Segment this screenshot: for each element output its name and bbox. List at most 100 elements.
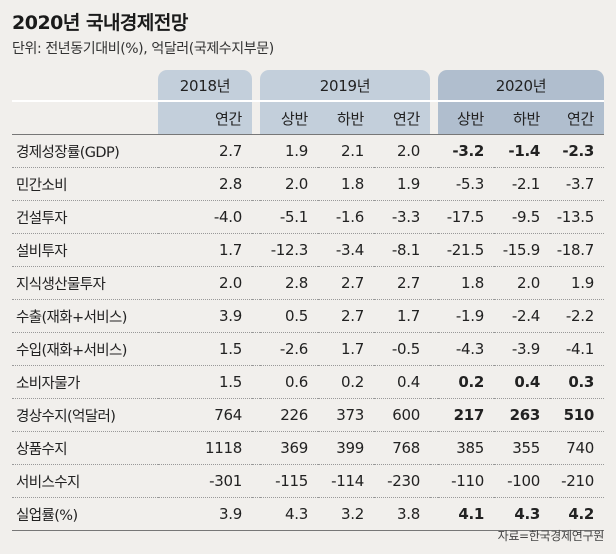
value-cell: -2.2 [550, 299, 604, 333]
table-row: 민간소비 2.8 2.0 1.8 1.9 -5.3 -2.1 -3.7 [12, 167, 604, 201]
value-cell: 768 [374, 431, 430, 465]
period-header: 하반 [318, 100, 374, 135]
value-cell: 3.9 [158, 497, 252, 531]
value-cell: 217 [438, 398, 494, 432]
value-cell: 1.9 [260, 134, 318, 168]
table-row: 건설투자 -4.0 -5.1 -1.6 -3.3 -17.5 -9.5 -13.5 [12, 200, 604, 234]
row-label: 경상수지(억달러) [12, 398, 158, 432]
value-cell: -4.3 [438, 332, 494, 366]
value-cell: -3.3 [374, 200, 430, 234]
value-cell: 2.0 [374, 134, 430, 168]
value-cell: 4.3 [494, 497, 550, 531]
year-2019-header: 2019년 [260, 70, 430, 101]
row-label: 실업률(%) [12, 497, 158, 531]
value-cell: 1.5 [158, 332, 252, 366]
value-cell: -0.5 [374, 332, 430, 366]
value-cell: -210 [550, 464, 604, 498]
value-cell: -15.9 [494, 233, 550, 267]
value-cell: 4.3 [260, 497, 318, 531]
value-cell: 1.9 [550, 266, 604, 300]
period-header: 상반 [438, 100, 494, 135]
row-label: 수출(재화+서비스) [12, 299, 158, 333]
value-cell: 2.8 [260, 266, 318, 300]
table-body: 경제성장률(GDP) 2.7 1.9 2.1 2.0 -3.2 -1.4 -2.3 민간소비 2.… [12, 134, 604, 531]
period-header: 하반 [494, 100, 550, 135]
value-cell: 600 [374, 398, 430, 432]
period-header-row: 연간 상반 하반 연간 상반 하반 연간 [12, 100, 604, 135]
table-row: 수입(재화+서비스) 1.5 -2.6 1.7 -0.5 -4.3 -3.9 -4.1 [12, 332, 604, 366]
page-title: 2020년 국내경제전망 [12, 12, 188, 34]
source-note: 자료=한국경제연구원 [497, 529, 605, 543]
row-label: 서비스수지 [12, 464, 158, 498]
value-cell: 2.0 [158, 266, 252, 300]
value-cell: 0.4 [494, 365, 550, 399]
value-cell: 2.8 [158, 167, 252, 201]
value-cell: 2.0 [260, 167, 318, 201]
value-cell: -2.6 [260, 332, 318, 366]
value-cell: -18.7 [550, 233, 604, 267]
value-cell: -230 [374, 464, 430, 498]
value-cell: 1.7 [158, 233, 252, 267]
table-row: 지식생산물투자 2.0 2.8 2.7 2.7 1.8 2.0 1.9 [12, 266, 604, 300]
row-label: 수입(재화+서비스) [12, 332, 158, 366]
unit-note: 단위: 전년동기대비(%), 억달러(국제수지부문) [12, 41, 274, 57]
value-cell: 369 [260, 431, 318, 465]
year-2018-header: 2018년 [158, 70, 252, 101]
table-row: 설비투자 1.7 -12.3 -3.4 -8.1 -21.5 -15.9 -18.7 [12, 233, 604, 267]
row-label: 상품수지 [12, 431, 158, 465]
value-cell: 355 [494, 431, 550, 465]
value-cell: 1.8 [438, 266, 494, 300]
value-cell: -17.5 [438, 200, 494, 234]
value-cell: 1.8 [318, 167, 374, 201]
row-label: 소비자물가 [12, 365, 158, 399]
value-cell: -3.2 [438, 134, 494, 168]
value-cell: -5.1 [260, 200, 318, 234]
table-row: 서비스수지 -301 -115 -114 -230 -110 -100 -210 [12, 464, 604, 498]
value-cell: 2.1 [318, 134, 374, 168]
table-row: 상품수지 1118 369 399 768 385 355 740 [12, 431, 604, 465]
value-cell: -9.5 [494, 200, 550, 234]
value-cell: -1.9 [438, 299, 494, 333]
value-cell: 1.9 [374, 167, 430, 201]
value-cell: 510 [550, 398, 604, 432]
value-cell: 1.5 [158, 365, 252, 399]
value-cell: 1118 [158, 431, 252, 465]
value-cell: -100 [494, 464, 550, 498]
value-cell: 3.8 [374, 497, 430, 531]
row-label: 설비투자 [12, 233, 158, 267]
value-cell: -301 [158, 464, 252, 498]
value-cell: -2.4 [494, 299, 550, 333]
value-cell: -2.1 [494, 167, 550, 201]
value-cell: -1.4 [494, 134, 550, 168]
value-cell: 1.7 [318, 332, 374, 366]
row-label: 경제성장률(GDP) [12, 134, 158, 168]
period-header: 연간 [158, 100, 252, 135]
table-row: 소비자물가 1.5 0.6 0.2 0.4 0.2 0.4 0.3 [12, 365, 604, 399]
value-cell: -110 [438, 464, 494, 498]
table-row: 경상수지(억달러) 764 226 373 600 217 263 510 [12, 398, 604, 432]
value-cell: 0.3 [550, 365, 604, 399]
forecast-table: 2018년 2019년 2020년 연간 상반 하반 연간 상반 하반 연간 경… [12, 70, 604, 531]
value-cell: -13.5 [550, 200, 604, 234]
value-cell: 2.7 [318, 299, 374, 333]
value-cell: 373 [318, 398, 374, 432]
year-2020-header: 2020년 [438, 70, 604, 101]
value-cell: 2.7 [318, 266, 374, 300]
table-row: 실업률(%) 3.9 4.3 3.2 3.8 4.1 4.3 4.2 [12, 497, 604, 531]
value-cell: -4.0 [158, 200, 252, 234]
value-cell: 4.2 [550, 497, 604, 531]
value-cell: 740 [550, 431, 604, 465]
value-cell: -5.3 [438, 167, 494, 201]
table-row: 경제성장률(GDP) 2.7 1.9 2.1 2.0 -3.2 -1.4 -2.3 [12, 134, 604, 168]
value-cell: 0.2 [318, 365, 374, 399]
value-cell: 764 [158, 398, 252, 432]
period-header: 연간 [374, 100, 430, 135]
value-cell: 3.9 [158, 299, 252, 333]
value-cell: -4.1 [550, 332, 604, 366]
value-cell: -2.3 [550, 134, 604, 168]
value-cell: 0.6 [260, 365, 318, 399]
value-cell: 263 [494, 398, 550, 432]
value-cell: 226 [260, 398, 318, 432]
value-cell: 399 [318, 431, 374, 465]
value-cell: -3.4 [318, 233, 374, 267]
